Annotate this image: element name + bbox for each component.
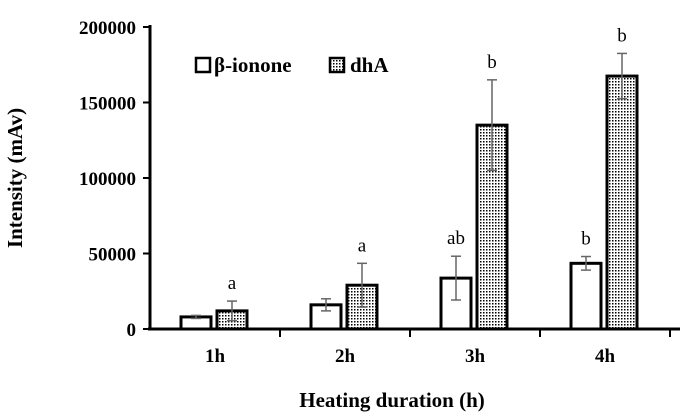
- x-tick-label: 3h: [465, 346, 486, 367]
- legend-swatch-b-ionone: [194, 56, 212, 74]
- significance-label: a: [228, 273, 237, 294]
- x-axis-label: Heating duration (h): [299, 388, 485, 412]
- x-tick-label: 4h: [595, 346, 616, 367]
- legend-label-dha: dhA: [350, 53, 389, 77]
- bar-b-ionone: [569, 261, 603, 331]
- significance-label: b: [487, 52, 497, 73]
- y-tick-label: 50000: [89, 245, 137, 266]
- significance-label: b: [581, 229, 591, 250]
- y-axis-label: Intensity (mAv): [3, 108, 27, 248]
- y-tick-label: 100000: [79, 169, 136, 190]
- legend-label-b-ionone: β-ionone: [214, 53, 292, 77]
- y-tick-label: 200000: [79, 18, 136, 39]
- legend-swatch-dha: [328, 56, 346, 74]
- legend: β-ionone dhA: [194, 53, 389, 77]
- bar-dha: [605, 74, 639, 331]
- y-tick-label: 150000: [79, 94, 136, 115]
- significance-label: ab: [447, 228, 465, 249]
- x-tick-label: 2h: [335, 346, 356, 367]
- y-tick-label: 0: [127, 320, 137, 341]
- x-tick-label: 1h: [205, 346, 226, 367]
- significance-label: a: [358, 235, 367, 256]
- significance-label: b: [617, 25, 627, 46]
